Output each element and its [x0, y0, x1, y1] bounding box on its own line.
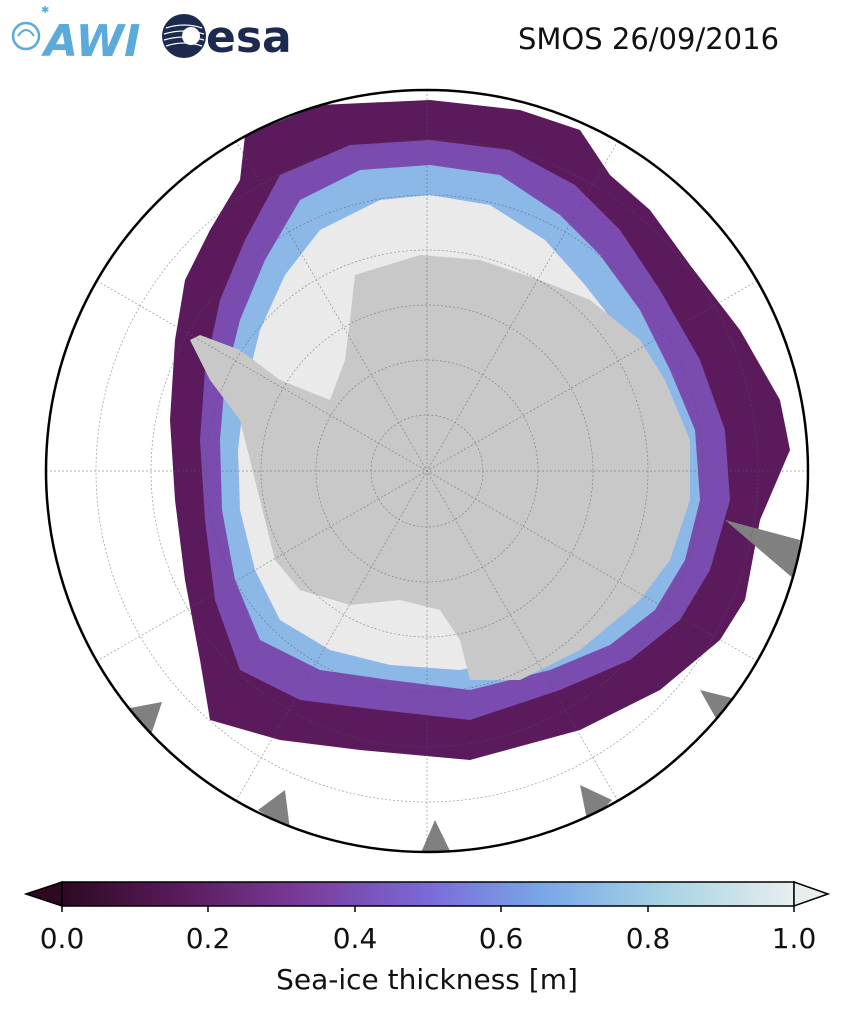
- colorbar-extend-high: [793, 880, 831, 908]
- polar-map: [44, 88, 810, 854]
- map-boundary: [44, 88, 810, 854]
- colorbar-tick-label: 0.2: [185, 922, 231, 955]
- awi-logo-text: AWI: [41, 16, 141, 66]
- graticule: [46, 90, 808, 852]
- colorbar-tick-label: 0.6: [478, 922, 524, 955]
- antarctica-landmass: [190, 255, 690, 680]
- colorbar-tick-label: 0.4: [332, 922, 378, 955]
- awi-logo: ✱ AWI: [11, 6, 141, 66]
- no-data-wedge: [725, 520, 800, 580]
- colorbar: [23, 880, 831, 912]
- esa-logo-text: esa: [206, 12, 292, 63]
- colorbar-tick-label: 0.8: [625, 922, 671, 955]
- colorbar-label: Sea-ice thickness [m]: [276, 963, 578, 996]
- esa-logo: esa: [162, 12, 292, 63]
- colorbar-tick-label: 1.0: [771, 922, 817, 955]
- colorbar-extend-low: [23, 880, 63, 908]
- logo-bar: ✱ AWI esa: [11, 6, 292, 66]
- no-data-wedge: [258, 790, 290, 830]
- svg-text:✱: ✱: [41, 6, 49, 16]
- no-data-wedge: [700, 690, 740, 722]
- colorbar-gradient: [61, 881, 795, 907]
- map-title: SMOS 26/09/2016: [518, 22, 780, 56]
- no-data-wedge: [130, 702, 162, 738]
- no-data-wedge: [420, 820, 452, 852]
- colorbar-tick-label: 0.0: [39, 922, 85, 955]
